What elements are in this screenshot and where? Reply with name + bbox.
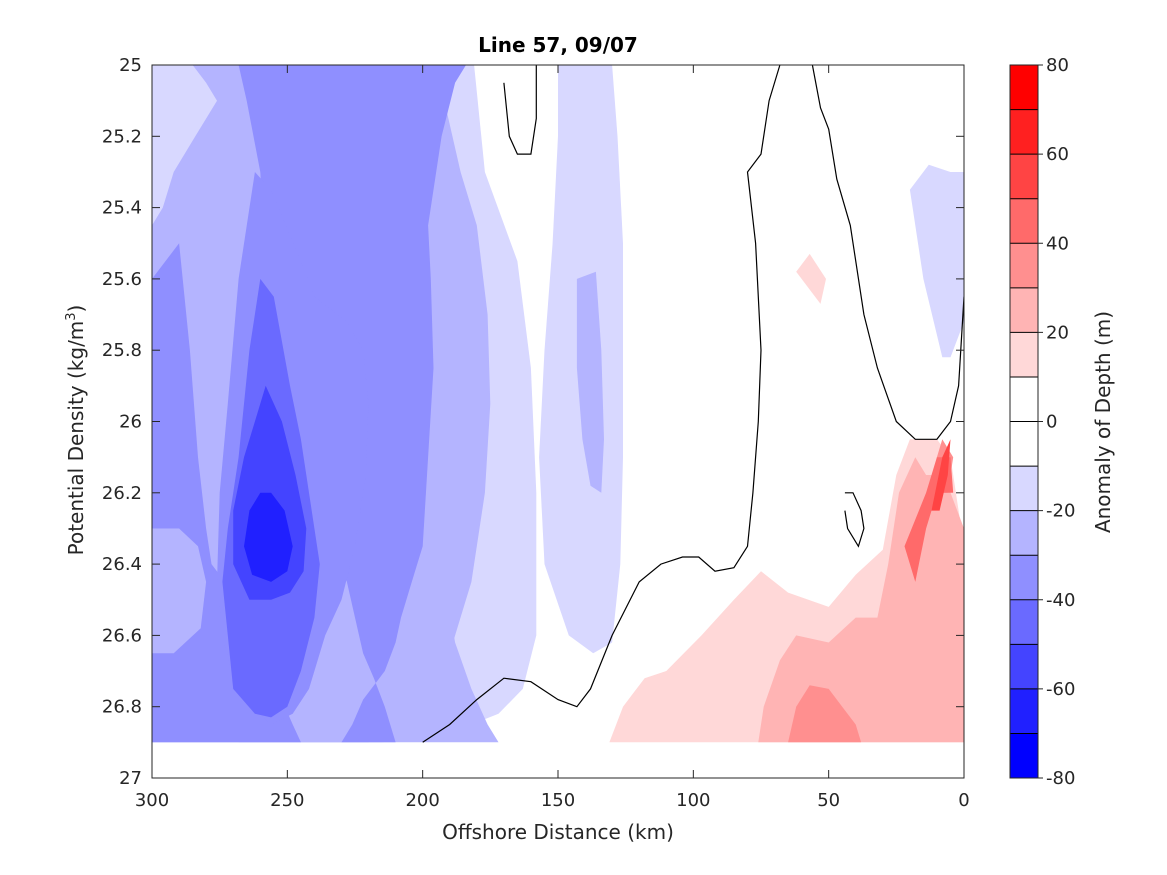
y-tick-label: 26.2 — [102, 483, 142, 504]
contour-region-10 — [576, 271, 604, 493]
contour-region-8 — [244, 492, 293, 582]
colorbar-tick-label: 60 — [1046, 144, 1069, 165]
y-tick-label: 25.6 — [102, 269, 142, 290]
colorbar-band-2 — [1010, 644, 1038, 689]
chart-title: Line 57, 09/07 — [478, 33, 638, 57]
y-tick-label: 25.4 — [102, 198, 142, 219]
colorbar-band-4 — [1010, 555, 1038, 600]
colorbar-tick-label: -60 — [1046, 679, 1075, 700]
y-tick-label: 27 — [119, 768, 142, 789]
zero-contour-line-0 — [422, 65, 781, 743]
x-tick-label: 50 — [817, 790, 840, 811]
colorbar-band-7 — [1010, 421, 1038, 467]
colorbar-band-10 — [1010, 287, 1038, 333]
colorbar-band-0 — [1010, 733, 1038, 778]
colorbar-band-14 — [1010, 109, 1038, 155]
filled-contours — [152, 65, 964, 743]
plot-area — [151, 64, 965, 779]
y-axis-label-main: Potential Density (kg/m — [64, 321, 88, 556]
x-tick-label: 150 — [541, 790, 575, 811]
colorbar-label: Anomaly of Depth (m) — [1091, 311, 1115, 533]
colorbar-band-11 — [1010, 243, 1038, 288]
y-tick-label: 26.6 — [102, 625, 142, 646]
colorbar-band-5 — [1010, 510, 1038, 556]
colorbar: 80 60 40 20 0 -20 -40 -60 -80 — [1009, 55, 1075, 789]
colorbar-band-13 — [1010, 154, 1038, 199]
y-axis-label-superscript: 3 — [64, 312, 79, 320]
colorbar-band-1 — [1010, 688, 1038, 734]
colorbar-tick-label: -20 — [1046, 501, 1075, 522]
y-axis-label: Potential Density (kg/m3) — [64, 305, 88, 556]
y-tick-label: 25.8 — [102, 340, 142, 361]
y-tick-label: 25.2 — [102, 126, 142, 147]
zero-contour-lines — [422, 65, 964, 743]
contour-region-18 — [931, 439, 951, 511]
colorbar-tick-label: 80 — [1046, 55, 1069, 76]
colorbar-tick-label: 20 — [1046, 322, 1069, 343]
y-tick-label: 25 — [119, 55, 142, 76]
colorbar-band-6 — [1010, 466, 1038, 511]
y-tick-label: 26.4 — [102, 554, 142, 575]
x-tick-label: 250 — [270, 790, 304, 811]
x-tick-label: 0 — [958, 790, 969, 811]
x-axis-label: Offshore Distance (km) — [442, 820, 674, 844]
x-axis: 300 250 200 150 100 50 0 — [135, 65, 970, 811]
y-axis-label-close: ) — [64, 305, 88, 313]
y-tick-label: 26.8 — [102, 697, 142, 718]
contour-region-15 — [788, 685, 862, 743]
zero-contour-line-1 — [811, 65, 964, 440]
zero-contour-line-3 — [844, 492, 865, 548]
zero-contour-line-2 — [503, 65, 537, 155]
x-tick-label: 300 — [135, 790, 169, 811]
colorbar-band-15 — [1010, 65, 1038, 110]
x-tick-label: 100 — [676, 790, 710, 811]
colorbar-tick-label: 40 — [1046, 233, 1069, 254]
colorbar-band-3 — [1010, 599, 1038, 645]
colorbar-band-9 — [1010, 332, 1038, 377]
contour-region-11 — [909, 164, 964, 358]
colorbar-tick-label: 0 — [1046, 412, 1057, 433]
x-tick-label: 200 — [405, 790, 439, 811]
colorbar-tick-label: -40 — [1046, 590, 1075, 611]
colorbar-band-8 — [1010, 376, 1038, 422]
y-tick-label: 26 — [119, 412, 142, 433]
contour-region-13 — [796, 253, 826, 304]
colorbar-tick-label: -80 — [1046, 768, 1075, 789]
colorbar-band-12 — [1010, 198, 1038, 244]
y-axis: 25 25.2 25.4 25.6 25.8 26 26.2 26.4 26.6 26.8 27 — [102, 55, 964, 789]
